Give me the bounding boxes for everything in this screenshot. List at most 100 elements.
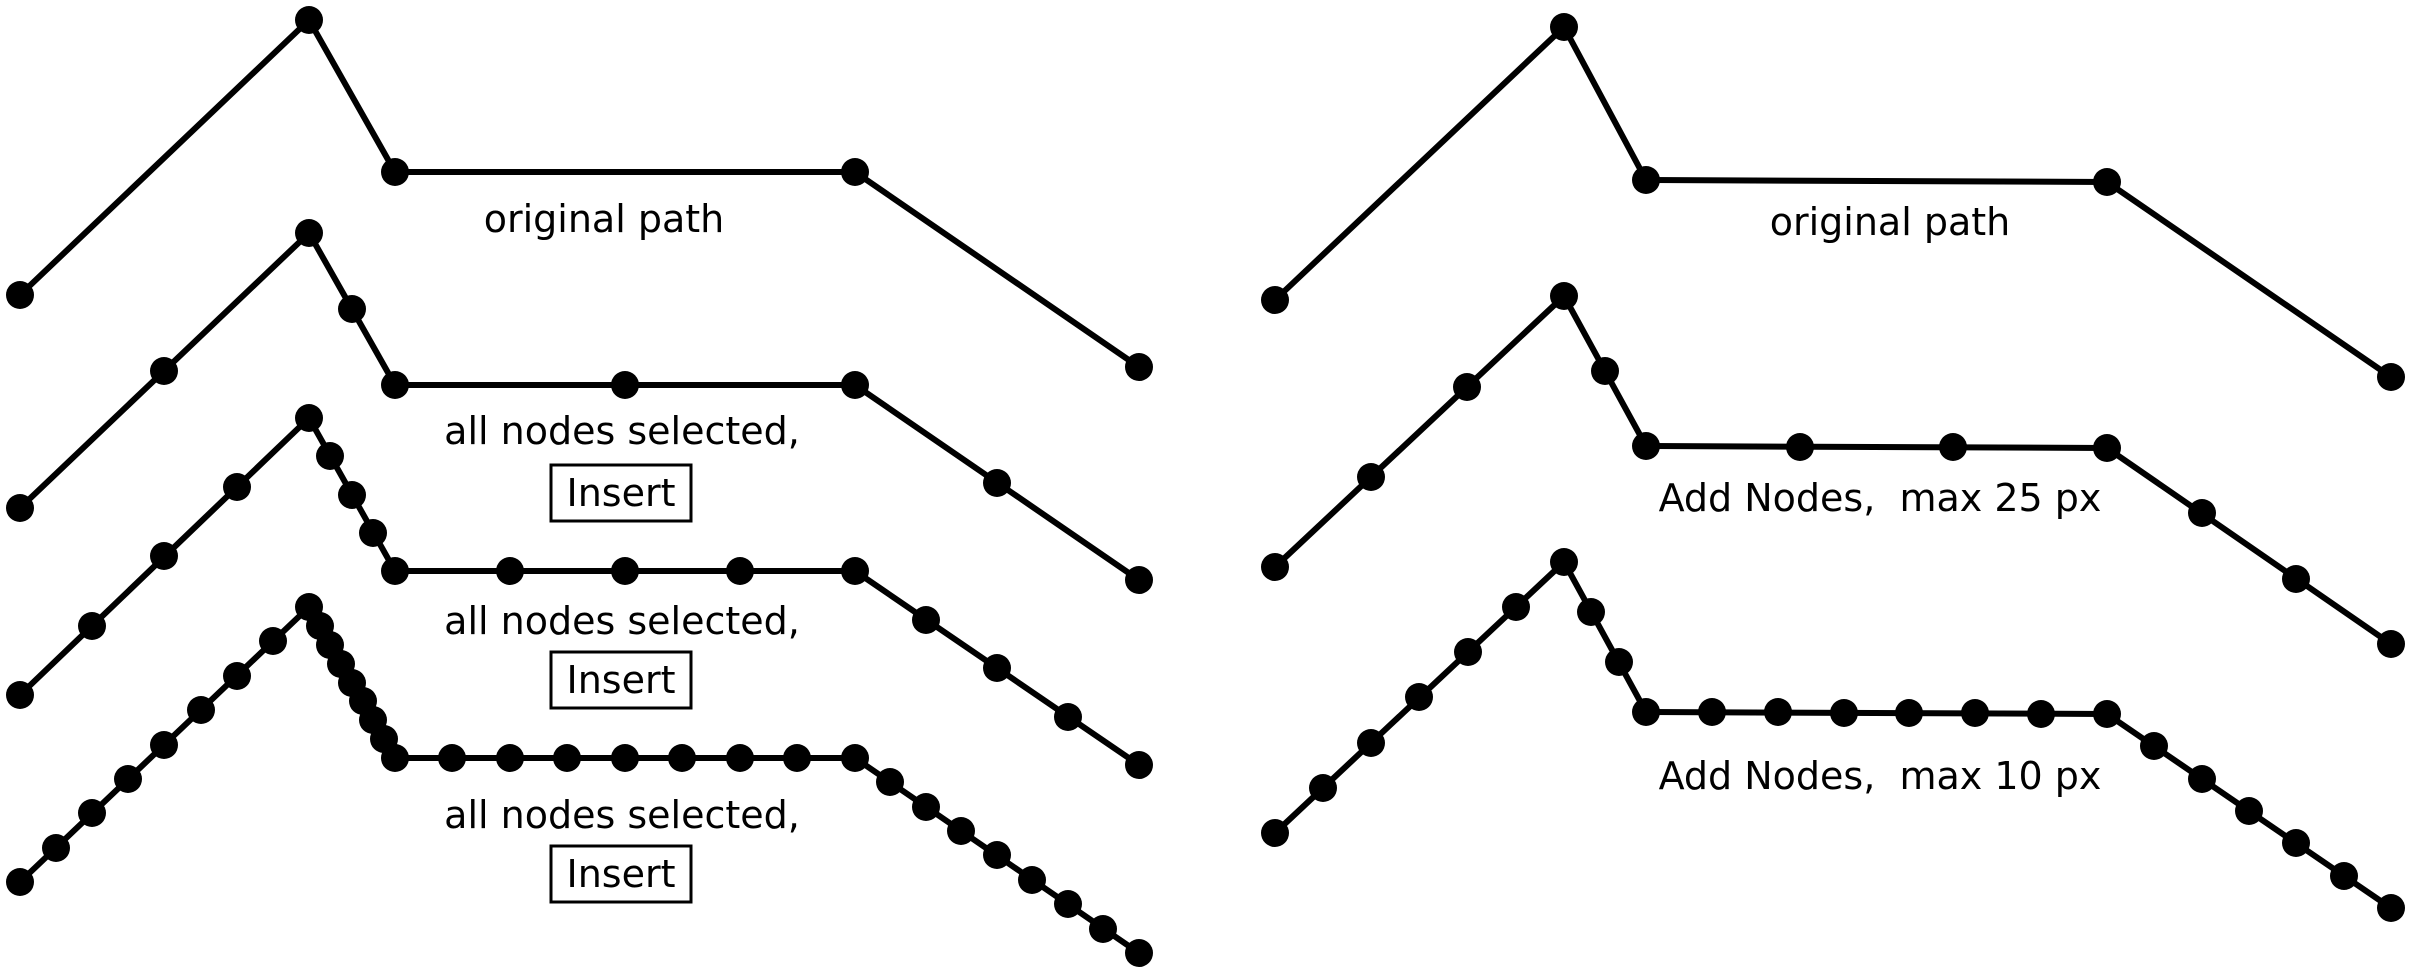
path-node: [2282, 829, 2310, 857]
path-node: [2377, 363, 2405, 391]
path-node: [2377, 630, 2405, 658]
right-panel: original path Add Nodes, max 25 px Add N…: [1261, 13, 2405, 922]
path-node: [611, 744, 639, 772]
path-node: [1261, 553, 1289, 581]
left-step-3-insert-button[interactable]: Insert: [549, 844, 693, 904]
path-node: [1550, 13, 1578, 41]
path-node: [6, 868, 34, 896]
path-node: [2235, 797, 2263, 825]
path-node: [496, 744, 524, 772]
path-nodes: [6, 6, 1153, 381]
path-node: [2282, 565, 2310, 593]
path-node: [611, 557, 639, 585]
path-node: [2027, 700, 2055, 728]
path-node: [983, 469, 1011, 497]
left-insert-path-1: [6, 219, 1153, 594]
path-node: [2093, 700, 2121, 728]
path-node: [1054, 703, 1082, 731]
left-insert-path-3: [6, 593, 1153, 967]
path-node: [983, 654, 1011, 682]
path-node: [295, 6, 323, 34]
path-node: [611, 371, 639, 399]
path-node: [338, 481, 366, 509]
path-node: [1261, 819, 1289, 847]
right-add-nodes-10-caption: Add Nodes, max 10 px: [1659, 754, 2102, 798]
path-nodes: [1261, 13, 2405, 391]
path-line: [1272, 559, 2394, 911]
path-nodes: [1261, 548, 2405, 922]
path-node: [78, 799, 106, 827]
path-nodes: [6, 593, 1153, 967]
path-node: [6, 681, 34, 709]
path-node: [259, 627, 287, 655]
path-node: [295, 404, 323, 432]
path-node: [1125, 939, 1153, 967]
path-nodes: [1261, 282, 2405, 658]
path-node: [1454, 638, 1482, 666]
path-node: [553, 744, 581, 772]
path-node: [1018, 866, 1046, 894]
path-nodes: [6, 219, 1153, 594]
path-line: [17, 17, 1142, 370]
path-node: [1895, 699, 1923, 727]
left-step-2-caption: all nodes selected,: [444, 599, 800, 643]
path-node: [78, 612, 106, 640]
path-node: [2093, 168, 2121, 196]
path-node: [841, 557, 869, 585]
left-step-2-insert-button[interactable]: Insert: [549, 650, 693, 710]
path-node: [42, 834, 70, 862]
path-node: [2188, 499, 2216, 527]
path-node: [1357, 729, 1385, 757]
path-node: [1939, 433, 1967, 461]
right-original-label: original path: [1770, 200, 2011, 244]
left-insert-path-2: [6, 404, 1153, 779]
path-node: [150, 357, 178, 385]
path-node: [1698, 698, 1726, 726]
path-node: [1830, 699, 1858, 727]
left-original-label: original path: [484, 197, 725, 241]
insert-button-label: Insert: [567, 658, 676, 702]
path-line: [17, 230, 1142, 583]
path-node: [1502, 593, 1530, 621]
path-node: [1550, 548, 1578, 576]
path-node: [359, 519, 387, 547]
path-node: [223, 662, 251, 690]
path-node: [1261, 286, 1289, 314]
path-node: [912, 606, 940, 634]
path-node: [1605, 648, 1633, 676]
path-node: [1632, 698, 1660, 726]
path-node: [783, 744, 811, 772]
path-node: [726, 744, 754, 772]
path-node: [381, 371, 409, 399]
left-panel: original path all nodes selected, Insert…: [6, 6, 1153, 967]
path-node: [295, 219, 323, 247]
path-node: [1632, 166, 1660, 194]
left-step-1-insert-button[interactable]: Insert: [549, 463, 693, 523]
insert-button-frame[interactable]: [549, 844, 693, 904]
path-node: [2330, 862, 2358, 890]
path-node: [2140, 732, 2168, 760]
path-node: [496, 557, 524, 585]
path-node: [1632, 432, 1660, 460]
path-node: [1357, 463, 1385, 491]
path-line: [1272, 293, 2394, 647]
path-node: [150, 731, 178, 759]
path-node: [841, 158, 869, 186]
insert-button-frame[interactable]: [549, 650, 693, 710]
path-node: [438, 744, 466, 772]
path-node: [187, 696, 215, 724]
insert-button-frame[interactable]: [549, 463, 693, 523]
path-node: [114, 765, 142, 793]
path-node: [1089, 915, 1117, 943]
path-node: [841, 371, 869, 399]
path-node: [6, 494, 34, 522]
path-node: [1309, 774, 1337, 802]
path-nodes: [6, 404, 1153, 779]
right-add-nodes-25-caption: Add Nodes, max 25 px: [1659, 476, 2102, 520]
path-node: [1961, 699, 1989, 727]
path-node: [381, 557, 409, 585]
path-node: [912, 793, 940, 821]
path-node: [1764, 698, 1792, 726]
path-node: [668, 744, 696, 772]
